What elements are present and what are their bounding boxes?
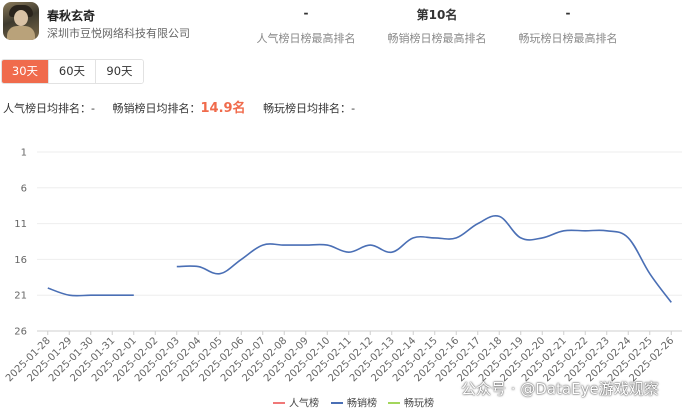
popularity-best-rank: - 人气榜日榜最高排名	[231, 6, 381, 46]
popularity-avg-label: 人气榜日均排名：	[3, 102, 91, 115]
y-tick-label: 1	[21, 148, 27, 159]
y-tick-label: 26	[14, 327, 27, 338]
tab-60-days[interactable]: 60天	[49, 60, 96, 83]
legend-label-0: 人气榜	[289, 397, 319, 410]
y-tick-label: 6	[21, 183, 27, 194]
game-name: 春秋玄奇	[47, 9, 96, 23]
popularity-avg-value: -	[91, 102, 95, 115]
legend-label-2: 畅玩榜	[404, 397, 434, 410]
sales-best-rank-value: 第10名	[416, 8, 458, 22]
series-line-1	[47, 287, 134, 297]
sales-avg-label: 畅销榜日均排名：	[112, 102, 201, 115]
company-name: 深圳市豆悦网络科技有限公司	[47, 27, 190, 40]
game-avatar	[3, 2, 39, 40]
watermark: 公众号 · @DataEye游戏观察	[461, 380, 659, 398]
sales-avg-value: 14.9名	[200, 101, 246, 116]
y-tick-label: 16	[14, 255, 27, 266]
series-line-1	[176, 215, 672, 303]
range-tabs: 30天 60天 90天	[1, 59, 144, 84]
play-best-rank-value: -	[565, 6, 571, 20]
play-avg-label: 畅玩榜日均排名：	[263, 102, 352, 115]
popularity-best-rank-value: -	[303, 6, 309, 20]
play-avg-value: -	[351, 102, 356, 115]
average-rank-row: 人气榜日均排名：- 畅销榜日均排名：14.9名 畅玩榜日均排名：-	[3, 97, 369, 116]
tab-90-days[interactable]: 90天	[96, 60, 143, 83]
tab-30-days[interactable]: 30天	[2, 60, 49, 83]
y-tick-label: 21	[14, 291, 27, 302]
y-tick-label: 11	[14, 219, 27, 230]
play-best-rank-label: 畅玩榜日榜最高排名	[518, 32, 618, 45]
rank-trend-chart: 16111621262025-01-282025-01-292025-01-30…	[4, 148, 682, 410]
legend-label-1: 畅销榜	[347, 397, 377, 410]
play-best-rank: - 畅玩榜日榜最高排名	[493, 6, 643, 46]
sales-best-rank: 第10名 畅销榜日榜最高排名	[362, 6, 512, 46]
popularity-best-rank-label: 人气榜日榜最高排名	[256, 32, 356, 45]
sales-best-rank-label: 畅销榜日榜最高排名	[387, 32, 487, 45]
